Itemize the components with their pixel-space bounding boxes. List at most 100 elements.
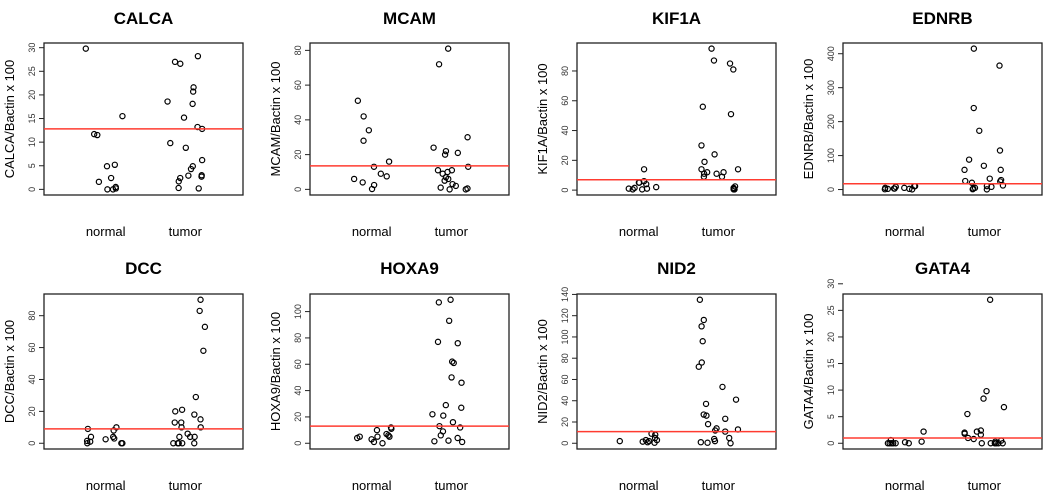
data-point-tumor <box>726 60 734 67</box>
data-point-tumor <box>703 169 711 176</box>
data-point-tumor <box>702 400 710 408</box>
data-point-normal <box>638 186 646 193</box>
data-point-tumor <box>431 438 438 445</box>
data-point-normal <box>84 440 91 447</box>
data-point-tumor <box>969 186 976 193</box>
panel-title: CALCA <box>114 9 174 28</box>
data-point-tumor <box>430 144 437 151</box>
data-point-normal <box>110 427 117 434</box>
data-point-normal <box>377 170 385 177</box>
data-point-tumor <box>462 186 469 193</box>
data-point-normal <box>908 186 916 193</box>
y-tick-label: 10 <box>826 385 836 395</box>
data-point-normal <box>374 433 381 440</box>
y-tick-label: 15 <box>27 114 37 124</box>
data-point-normal <box>354 97 362 104</box>
plot-frame <box>309 293 510 450</box>
data-point-tumor <box>983 387 990 395</box>
data-point-normal <box>360 137 367 144</box>
x-category-label: tumor <box>169 224 203 239</box>
data-point-normal <box>892 440 899 447</box>
panel-title: DCC <box>125 259 162 278</box>
data-point-tumor <box>999 182 1007 189</box>
data-point-tumor <box>191 433 198 441</box>
data-point-tumor <box>196 307 203 315</box>
x-category-label: tumor <box>169 478 203 493</box>
data-point-tumor <box>435 299 443 306</box>
data-point-tumor <box>999 440 1006 447</box>
y-tick-label: 5 <box>826 414 836 419</box>
data-point-tumor <box>180 114 188 121</box>
data-point-tumor <box>731 186 738 193</box>
y-tick-label: 20 <box>560 417 570 427</box>
data-point-tumor <box>182 144 190 152</box>
data-point-tumor <box>170 440 177 447</box>
data-point-tumor <box>727 440 734 447</box>
data-point-tumor <box>442 401 450 409</box>
y-tick-label: 0 <box>560 441 570 446</box>
data-point-tumor <box>179 440 186 447</box>
data-point-normal <box>385 432 392 439</box>
panel-title: HOXA9 <box>380 259 439 278</box>
data-point-tumor <box>964 410 971 418</box>
data-point-tumor <box>201 323 209 331</box>
data-point-tumor <box>711 437 719 445</box>
data-point-normal <box>901 184 908 192</box>
y-tick-label: 20 <box>27 90 37 100</box>
data-point-normal <box>379 440 386 447</box>
data-point-tumor <box>454 339 461 347</box>
data-point-normal <box>94 131 101 139</box>
data-point-tumor <box>719 383 726 391</box>
data-point-tumor <box>190 84 197 91</box>
data-point-normal <box>350 175 358 183</box>
data-point-tumor <box>444 45 452 52</box>
data-point-tumor <box>164 98 171 105</box>
data-point-tumor <box>1000 403 1008 411</box>
panel-title: GATA4 <box>915 259 971 278</box>
y-tick-label: 0 <box>27 187 37 192</box>
data-point-normal <box>920 428 927 435</box>
data-point-tumor <box>442 147 450 155</box>
data-point-tumor <box>703 412 710 419</box>
plot-frame <box>842 42 1043 196</box>
data-point-tumor <box>448 358 456 365</box>
y-tick-label: 0 <box>293 441 303 446</box>
data-point-tumor <box>448 374 455 381</box>
data-point-tumor <box>987 440 994 447</box>
data-point-tumor <box>178 424 185 431</box>
y-tick-label: 120 <box>560 308 570 323</box>
data-point-tumor <box>434 338 442 346</box>
data-point-tumor <box>197 424 204 431</box>
data-point-normal <box>644 438 651 446</box>
data-point-normal <box>109 433 117 441</box>
data-point-normal <box>884 185 892 193</box>
data-point-tumor <box>704 439 711 446</box>
data-point-normal <box>111 161 119 169</box>
data-point-tumor <box>198 156 206 164</box>
y-tick-label: 0 <box>293 187 303 192</box>
data-point-tumor <box>167 139 174 147</box>
data-point-tumor <box>464 163 472 170</box>
x-category-label: tumor <box>702 224 736 239</box>
data-point-normal <box>109 186 117 193</box>
data-point-tumor <box>171 419 178 426</box>
y-tick-label: 100 <box>560 329 570 344</box>
data-point-normal <box>90 130 98 138</box>
data-point-tumor <box>447 296 454 303</box>
x-category-label: tumor <box>435 224 469 239</box>
y-axis-label: DCC/Bactin x 100 <box>2 320 17 423</box>
y-tick-label: 0 <box>826 441 836 446</box>
data-point-tumor <box>696 296 704 303</box>
y-tick-label: 80 <box>293 333 303 343</box>
data-point-tumor <box>464 134 471 141</box>
data-point-normal <box>652 183 660 191</box>
y-tick-label: 300 <box>826 80 836 95</box>
data-point-tumor <box>439 170 446 177</box>
data-point-tumor <box>699 103 707 110</box>
x-category-label: tumor <box>702 478 736 493</box>
plot-frame <box>576 293 777 450</box>
data-point-tumor <box>965 156 973 163</box>
data-point-tumor <box>970 435 977 443</box>
data-point-tumor <box>200 347 207 354</box>
